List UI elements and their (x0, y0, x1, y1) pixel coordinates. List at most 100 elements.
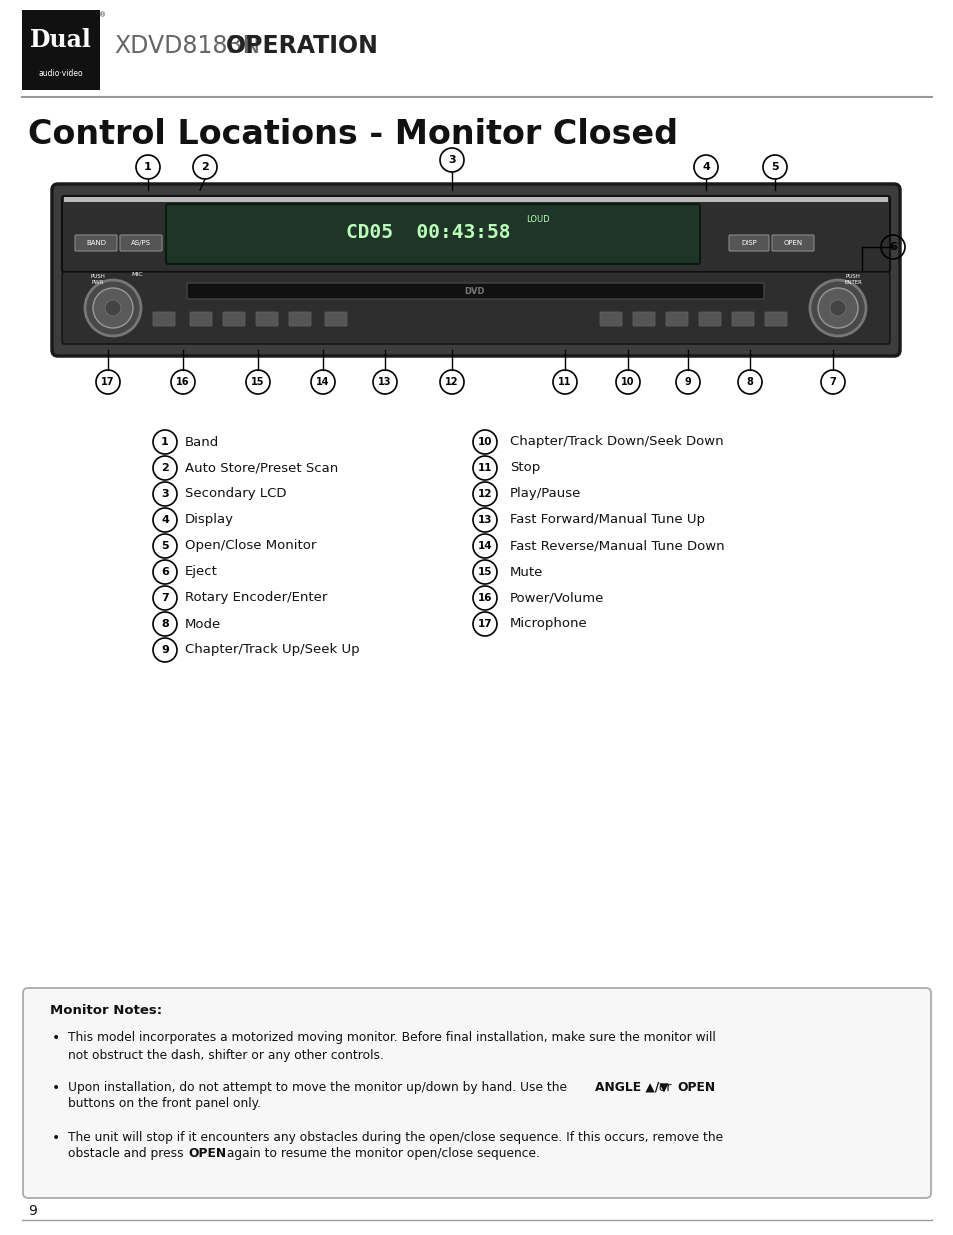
Text: Chapter/Track Down/Seek Down: Chapter/Track Down/Seek Down (510, 436, 723, 448)
Text: 14: 14 (477, 541, 492, 551)
Text: Mute: Mute (510, 566, 543, 578)
Text: ®: ® (99, 12, 107, 19)
Text: MIC: MIC (131, 272, 143, 277)
Text: 7: 7 (161, 593, 169, 603)
FancyBboxPatch shape (23, 988, 930, 1198)
Text: Stop: Stop (510, 462, 539, 474)
Circle shape (85, 280, 141, 336)
Text: 2: 2 (161, 463, 169, 473)
Circle shape (92, 288, 132, 329)
Text: CD05  00:43:58: CD05 00:43:58 (345, 224, 510, 242)
Text: Auto Store/Preset Scan: Auto Store/Preset Scan (185, 462, 338, 474)
Text: 9: 9 (161, 645, 169, 655)
Text: 8: 8 (161, 619, 169, 629)
Text: Band: Band (185, 436, 219, 448)
Text: 11: 11 (477, 463, 492, 473)
Text: 17: 17 (101, 377, 114, 387)
Text: 15: 15 (251, 377, 265, 387)
FancyBboxPatch shape (152, 312, 174, 326)
Text: 15: 15 (477, 567, 492, 577)
Text: 13: 13 (377, 377, 392, 387)
Text: 11: 11 (558, 377, 571, 387)
Text: OPEN: OPEN (188, 1147, 226, 1160)
Text: 4: 4 (701, 162, 709, 172)
FancyBboxPatch shape (325, 312, 347, 326)
FancyBboxPatch shape (223, 312, 245, 326)
Text: 7: 7 (829, 377, 836, 387)
Text: or: or (655, 1081, 675, 1094)
FancyBboxPatch shape (120, 235, 162, 251)
Text: 3: 3 (448, 156, 456, 165)
Text: XDVD8183N: XDVD8183N (113, 35, 260, 58)
Text: 9: 9 (28, 1204, 37, 1218)
Text: 6: 6 (888, 242, 896, 252)
Text: Chapter/Track Up/Seek Up: Chapter/Track Up/Seek Up (185, 643, 359, 657)
Text: 6: 6 (161, 567, 169, 577)
Text: ANGLE ▲/▼: ANGLE ▲/▼ (595, 1081, 668, 1094)
Text: OPEN: OPEN (677, 1081, 715, 1094)
Text: Power/Volume: Power/Volume (510, 592, 604, 604)
Circle shape (105, 300, 121, 316)
Text: •: • (52, 1081, 60, 1095)
Text: Rotary Encoder/Enter: Rotary Encoder/Enter (185, 592, 327, 604)
Text: 12: 12 (445, 377, 458, 387)
FancyBboxPatch shape (22, 10, 100, 90)
FancyBboxPatch shape (633, 312, 655, 326)
Text: again to resume the monitor open/close sequence.: again to resume the monitor open/close s… (223, 1147, 539, 1160)
Text: OPERATION: OPERATION (226, 35, 378, 58)
FancyBboxPatch shape (764, 312, 786, 326)
Text: Microphone: Microphone (510, 618, 587, 631)
FancyBboxPatch shape (255, 312, 277, 326)
Text: 14: 14 (315, 377, 330, 387)
Bar (64, 198, 887, 203)
Text: 5: 5 (770, 162, 778, 172)
Text: Mode: Mode (185, 618, 221, 631)
Text: PUSH: PUSH (91, 274, 106, 279)
Text: Upon installation, do not attempt to move the monitor up/down by hand. Use the: Upon installation, do not attempt to mov… (68, 1081, 570, 1094)
Text: 3: 3 (161, 489, 169, 499)
Text: 12: 12 (477, 489, 492, 499)
Text: DVD: DVD (464, 287, 485, 295)
FancyBboxPatch shape (728, 235, 768, 251)
Text: 10: 10 (620, 377, 634, 387)
Text: Control Locations - Monitor Closed: Control Locations - Monitor Closed (28, 119, 678, 152)
Text: 13: 13 (477, 515, 492, 525)
Text: Dual: Dual (30, 28, 91, 52)
Text: 16: 16 (176, 377, 190, 387)
Text: Open/Close Monitor: Open/Close Monitor (185, 540, 316, 552)
Text: 9: 9 (684, 377, 691, 387)
Text: Fast Forward/Manual Tune Up: Fast Forward/Manual Tune Up (510, 514, 704, 526)
Text: buttons on the front panel only.: buttons on the front panel only. (68, 1097, 261, 1110)
Text: •: • (52, 1131, 60, 1145)
FancyBboxPatch shape (166, 204, 700, 264)
Text: 5: 5 (161, 541, 169, 551)
Text: Eject: Eject (185, 566, 217, 578)
Text: 4: 4 (161, 515, 169, 525)
FancyBboxPatch shape (62, 272, 889, 345)
FancyBboxPatch shape (187, 283, 763, 299)
Text: OPEN: OPEN (782, 240, 801, 246)
Text: Secondary LCD: Secondary LCD (185, 488, 286, 500)
Text: ENTER: ENTER (843, 279, 861, 284)
FancyBboxPatch shape (52, 184, 899, 356)
Text: 17: 17 (477, 619, 492, 629)
FancyBboxPatch shape (75, 235, 117, 251)
Circle shape (809, 280, 865, 336)
Text: PUSH: PUSH (844, 274, 860, 279)
Text: •: • (52, 1031, 60, 1045)
Text: audio·video: audio·video (39, 69, 83, 79)
Text: 10: 10 (477, 437, 492, 447)
Circle shape (817, 288, 857, 329)
Text: 8: 8 (746, 377, 753, 387)
FancyBboxPatch shape (731, 312, 753, 326)
Circle shape (829, 300, 845, 316)
FancyBboxPatch shape (599, 312, 621, 326)
FancyBboxPatch shape (771, 235, 813, 251)
Text: 2: 2 (201, 162, 209, 172)
FancyBboxPatch shape (62, 196, 889, 272)
Text: AS/PS: AS/PS (131, 240, 151, 246)
Text: BAND: BAND (86, 240, 106, 246)
Text: PWR: PWR (91, 279, 104, 284)
Text: Display: Display (185, 514, 233, 526)
Text: 16: 16 (477, 593, 492, 603)
